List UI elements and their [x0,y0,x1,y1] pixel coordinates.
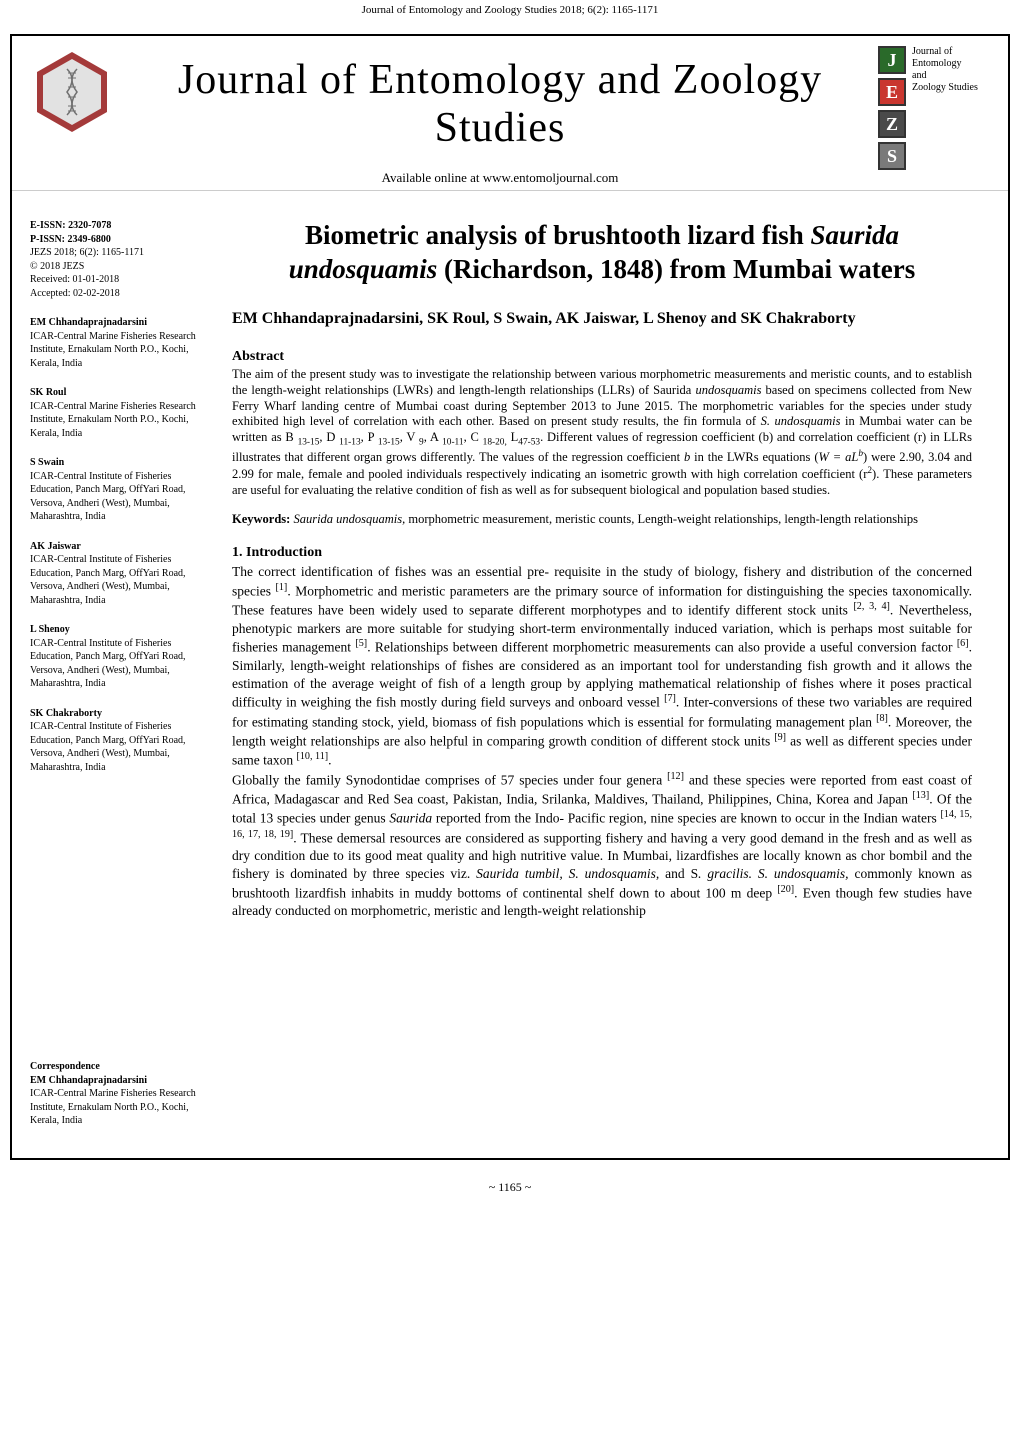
keywords-label: Keywords: [232,512,290,526]
author-name: SK Roul [30,386,208,400]
jezs-badge-icon: J E Z S Journal of Entomology and Zoolog… [878,46,998,170]
e-issn: E-ISSN: 2320-7078 [30,219,208,233]
page-frame: Journal of Entomology and Zoology Studie… [10,34,1010,1160]
page-number: ~ 1165 ~ [0,1170,1020,1201]
badge-letter-j: J [878,46,906,74]
byline: EM Chhandaprajnadarsini, SK Roul, S Swai… [232,309,972,330]
journal-logo [12,36,132,148]
sidebar: E-ISSN: 2320-7078 P-ISSN: 2349-6800 JEZS… [12,191,222,1158]
author-block: SK Roul ICAR-Central Marine Fisheries Re… [30,386,208,440]
issn-block: E-ISSN: 2320-7078 P-ISSN: 2349-6800 JEZS… [30,219,208,300]
author-block: S Swain ICAR-Central Institute of Fisher… [30,456,208,524]
author-block: L Shenoy ICAR-Central Institute of Fishe… [30,623,208,691]
journal-title-box: Journal of Entomology and Zoology Studie… [132,36,868,190]
header-row: Journal of Entomology and Zoology Studie… [12,36,1008,191]
main-column: Biometric analysis of brushtooth lizard … [222,191,1008,1158]
abstract-heading: Abstract [232,349,972,365]
journal-title: Journal of Entomology and Zoology Studie… [142,56,858,152]
accepted-date: Accepted: 02-02-2018 [30,288,120,299]
received-date: Received: 01-01-2018 [30,274,119,285]
author-block: AK Jaiswar ICAR-Central Institute of Fis… [30,540,208,608]
correspondence-name: EM Chhandaprajnadarsini [30,1074,208,1088]
author-name: SK Chakraborty [30,707,208,721]
author-affil: ICAR-Central Institute of Fisheries Educ… [30,638,186,690]
body-columns: E-ISSN: 2320-7078 P-ISSN: 2349-6800 JEZS… [12,191,1008,1158]
correspondence-affil: ICAR-Central Marine Fisheries Research I… [30,1088,196,1126]
correspondence-label: Correspondence [30,1060,208,1074]
correspondence-block: Correspondence EM Chhandaprajnadarsini I… [30,1060,208,1128]
author-block: EM Chhandaprajnadarsini ICAR-Central Mar… [30,316,208,370]
intro-heading: 1. Introduction [232,545,972,561]
badge-box: J E Z S Journal of Entomology and Zoolog… [868,36,1008,180]
abstract-body: The aim of the present study was to inve… [232,367,972,498]
author-affil: ICAR-Central Marine Fisheries Research I… [30,401,196,439]
badge-text: Journal of Entomology and Zoology Studie… [906,46,978,170]
running-header: Journal of Entomology and Zoology Studie… [0,0,1020,24]
author-name: L Shenoy [30,623,208,637]
author-affil: ICAR-Central Institute of Fisheries Educ… [30,721,186,773]
citation: JEZS 2018; 6(2): 1165-1171 [30,247,144,258]
author-affil: ICAR-Central Institute of Fisheries Educ… [30,554,186,606]
copyright: © 2018 JEZS [30,261,84,272]
author-name: S Swain [30,456,208,470]
p-issn: P-ISSN: 2349-6800 [30,233,208,247]
keywords-text: Saurida undosquamis, morphometric measur… [290,512,918,526]
intro-body: The correct identification of fishes was… [232,563,972,919]
article-title: Biometric analysis of brushtooth lizard … [232,219,972,287]
author-affil: ICAR-Central Institute of Fisheries Educ… [30,471,186,523]
badge-letter-z: Z [878,110,906,138]
badge-letter-e: E [878,78,906,106]
author-name: EM Chhandaprajnadarsini [30,316,208,330]
keywords: Keywords: Saurida undosquamis, morphomet… [232,512,972,527]
author-affil: ICAR-Central Marine Fisheries Research I… [30,331,196,369]
author-name: AK Jaiswar [30,540,208,554]
hexagon-logo-icon [37,52,107,132]
badge-letter-s: S [878,142,906,170]
available-online: Available online at www.entomoljournal.c… [142,170,858,186]
dna-icon [63,67,81,117]
author-block: SK Chakraborty ICAR-Central Institute of… [30,707,208,775]
